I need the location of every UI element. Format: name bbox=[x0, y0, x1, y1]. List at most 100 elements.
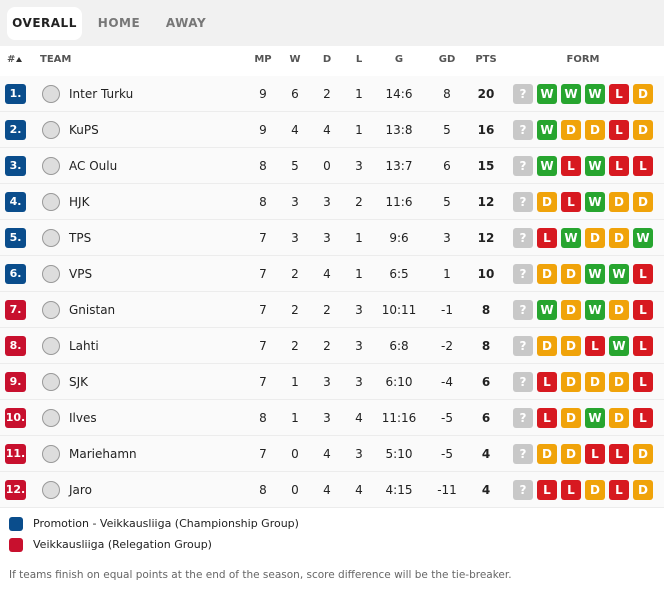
team-logo bbox=[42, 229, 60, 247]
form-result[interactable]: W bbox=[585, 156, 605, 176]
cell-gd: 5 bbox=[443, 195, 451, 209]
form-result[interactable]: L bbox=[609, 156, 629, 176]
form-result[interactable]: L bbox=[633, 156, 653, 176]
team-name[interactable]: TPS bbox=[69, 231, 92, 245]
form-result[interactable]: D bbox=[561, 408, 581, 428]
team-name[interactable]: Gnistan bbox=[69, 303, 116, 317]
header-rank[interactable]: # bbox=[7, 54, 16, 65]
form-result[interactable]: D bbox=[609, 192, 629, 212]
team-name[interactable]: KuPS bbox=[69, 123, 99, 137]
form-result[interactable]: ? bbox=[513, 300, 533, 320]
form-result[interactable]: ? bbox=[513, 336, 533, 356]
form-result[interactable]: W bbox=[585, 408, 605, 428]
team-name[interactable]: VPS bbox=[69, 267, 93, 281]
team-name[interactable]: Inter Turku bbox=[69, 87, 134, 101]
form-result[interactable]: L bbox=[537, 228, 557, 248]
form-result[interactable]: D bbox=[609, 372, 629, 392]
rank-badge: 8. bbox=[5, 336, 26, 356]
form-result[interactable]: L bbox=[633, 408, 653, 428]
form-result[interactable]: L bbox=[609, 84, 629, 104]
form-result[interactable]: D bbox=[537, 192, 557, 212]
form-result[interactable]: ? bbox=[513, 120, 533, 140]
form-result[interactable]: ? bbox=[513, 228, 533, 248]
team-name[interactable]: AC Oulu bbox=[69, 159, 118, 173]
form-result[interactable]: D bbox=[537, 264, 557, 284]
tab[interactable]: OVERALL bbox=[7, 7, 82, 40]
form-result[interactable]: D bbox=[633, 444, 653, 464]
form-result[interactable]: L bbox=[585, 444, 605, 464]
form-result[interactable]: D bbox=[561, 264, 581, 284]
form-result[interactable]: ? bbox=[513, 156, 533, 176]
form-result[interactable]: W bbox=[561, 84, 581, 104]
form-result[interactable]: ? bbox=[513, 84, 533, 104]
team-logo bbox=[42, 481, 60, 499]
form-result[interactable]: W bbox=[537, 300, 557, 320]
form-result[interactable]: D bbox=[609, 228, 629, 248]
form-result[interactable]: L bbox=[561, 480, 581, 500]
form-result[interactable]: L bbox=[633, 300, 653, 320]
form-result[interactable]: L bbox=[609, 480, 629, 500]
form-result[interactable]: L bbox=[633, 372, 653, 392]
form-result[interactable]: W bbox=[633, 228, 653, 248]
form-result[interactable]: W bbox=[561, 228, 581, 248]
tab[interactable]: HOME bbox=[97, 16, 141, 30]
form-result[interactable]: D bbox=[585, 372, 605, 392]
team-name[interactable]: SJK bbox=[69, 375, 89, 389]
form-result[interactable]: W bbox=[585, 84, 605, 104]
form-result[interactable]: W bbox=[537, 84, 557, 104]
form-result[interactable]: ? bbox=[513, 192, 533, 212]
form-result[interactable]: D bbox=[633, 480, 653, 500]
team-name[interactable]: Ilves bbox=[69, 411, 97, 425]
form-result[interactable]: D bbox=[561, 120, 581, 140]
form-result[interactable]: L bbox=[633, 264, 653, 284]
form-result[interactable]: ? bbox=[513, 372, 533, 392]
form-result[interactable]: D bbox=[633, 192, 653, 212]
tab[interactable]: AWAY bbox=[165, 16, 207, 30]
form-result[interactable]: W bbox=[609, 264, 629, 284]
form-result[interactable]: D bbox=[585, 228, 605, 248]
form-result[interactable]: W bbox=[585, 300, 605, 320]
form-result[interactable]: D bbox=[537, 336, 557, 356]
form-result[interactable]: L bbox=[561, 192, 581, 212]
form-result[interactable]: ? bbox=[513, 480, 533, 500]
form-result[interactable]: D bbox=[561, 444, 581, 464]
form-result[interactable]: W bbox=[609, 336, 629, 356]
form-result[interactable]: W bbox=[537, 156, 557, 176]
form-result[interactable]: L bbox=[585, 336, 605, 356]
form-result[interactable]: L bbox=[537, 480, 557, 500]
form-result[interactable]: L bbox=[561, 156, 581, 176]
team-name[interactable]: Jaro bbox=[69, 483, 92, 497]
form-result[interactable]: D bbox=[633, 84, 653, 104]
form-result[interactable]: D bbox=[633, 120, 653, 140]
form-result[interactable]: D bbox=[585, 120, 605, 140]
form-result[interactable]: ? bbox=[513, 408, 533, 428]
form-result[interactable]: W bbox=[585, 264, 605, 284]
form-result[interactable]: D bbox=[561, 336, 581, 356]
form-result[interactable]: D bbox=[561, 300, 581, 320]
form-result[interactable]: L bbox=[609, 120, 629, 140]
form-result[interactable]: ? bbox=[513, 444, 533, 464]
form-result[interactable]: D bbox=[609, 408, 629, 428]
form-result[interactable]: L bbox=[633, 336, 653, 356]
form-result[interactable]: W bbox=[585, 192, 605, 212]
table-row[interactable] bbox=[0, 256, 664, 292]
form-result[interactable]: ? bbox=[513, 264, 533, 284]
cell-d: 4 bbox=[323, 483, 331, 497]
team-name[interactable]: Mariehamn bbox=[69, 447, 137, 461]
cell-w: 1 bbox=[291, 411, 299, 425]
header-g: G bbox=[394, 54, 404, 65]
form-result[interactable]: W bbox=[537, 120, 557, 140]
team-name[interactable]: HJK bbox=[69, 195, 90, 209]
form-result[interactable]: D bbox=[561, 372, 581, 392]
form-result[interactable]: L bbox=[609, 444, 629, 464]
team-name[interactable]: Lahti bbox=[69, 339, 99, 353]
form-result[interactable]: D bbox=[585, 480, 605, 500]
form-result[interactable]: L bbox=[537, 408, 557, 428]
form-result[interactable]: D bbox=[537, 444, 557, 464]
form-result[interactable]: D bbox=[609, 300, 629, 320]
form-result[interactable]: L bbox=[537, 372, 557, 392]
cell-w: 0 bbox=[291, 483, 299, 497]
cell-g: 11:16 bbox=[381, 411, 417, 425]
cell-w: 2 bbox=[291, 267, 299, 281]
cell-mp: 7 bbox=[259, 303, 267, 317]
